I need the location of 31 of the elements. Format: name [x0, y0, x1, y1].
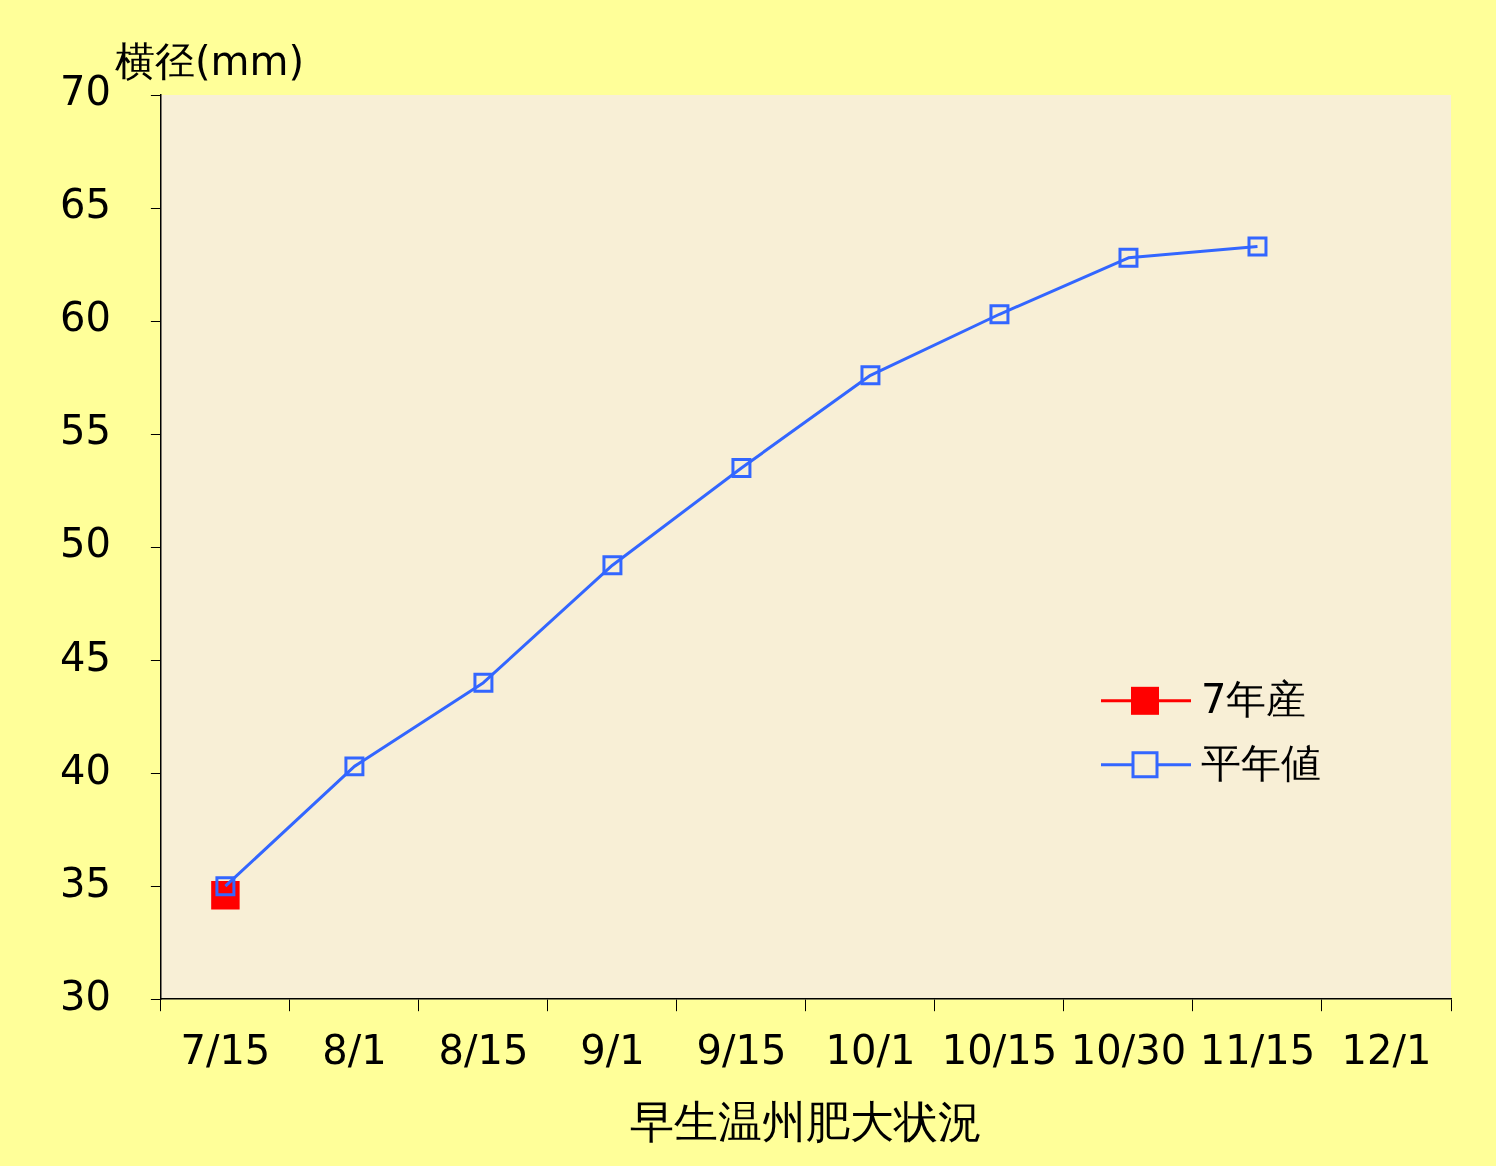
point [602, 555, 623, 576]
legend-label: 7年産 [1201, 676, 1307, 723]
y-tick-label: 40 [59, 746, 111, 793]
y-tick-label: 55 [59, 407, 111, 454]
point [473, 672, 494, 693]
x-tick-label: 10/1 [825, 1026, 916, 1073]
x-tick-label: 11/15 [1199, 1026, 1316, 1073]
x-tick-label: 8/1 [322, 1026, 387, 1073]
x-tick-label: 8/15 [438, 1026, 529, 1073]
x-tick-label: 10/15 [941, 1026, 1058, 1073]
x-tick-label: 9/15 [696, 1026, 787, 1073]
y-tick-label: 30 [59, 972, 111, 1019]
y-tick-label: 45 [59, 633, 111, 680]
point [344, 756, 365, 777]
y-tick-label: 70 [59, 68, 111, 115]
x-axis-title: 早生温州肥大状況 [629, 1096, 982, 1148]
x-tick-label: 12/1 [1341, 1026, 1432, 1073]
point [731, 458, 752, 478]
y-axis-title: 横径(mm) [115, 38, 305, 84]
y-tick-label: 35 [59, 859, 111, 906]
y-tick-label: 50 [59, 520, 111, 567]
point [989, 304, 1010, 325]
point [1118, 247, 1139, 268]
point [1247, 236, 1268, 257]
y-tick-label: 65 [59, 181, 111, 228]
x-tick-label: 10/30 [1070, 1026, 1187, 1073]
point [860, 365, 881, 386]
x-tick-label: 7/15 [180, 1026, 271, 1073]
y-tick-label: 60 [59, 294, 111, 341]
x-tick-label: 9/1 [580, 1026, 645, 1073]
legend-label: 平年値 [1201, 740, 1321, 787]
